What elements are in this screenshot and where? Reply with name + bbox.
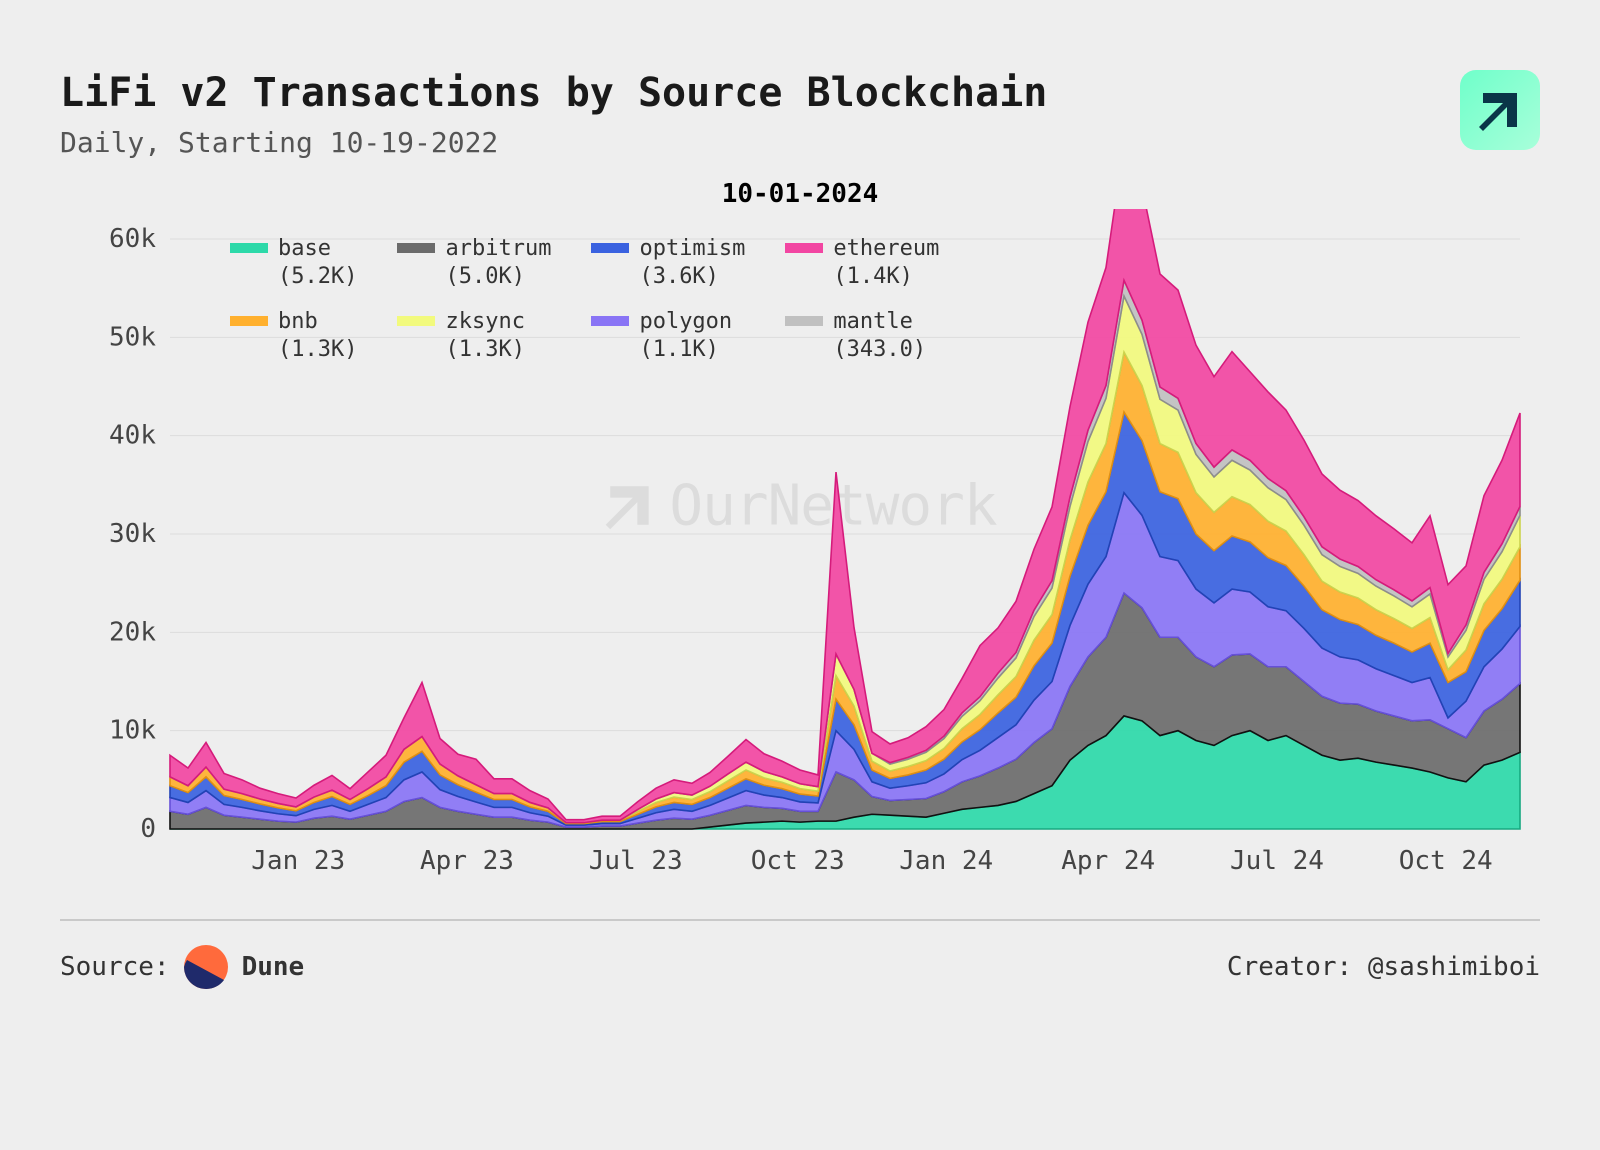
svg-text:Jul 23: Jul 23 xyxy=(589,846,683,876)
legend-text: optimism(3.6K) xyxy=(639,235,745,290)
legend-item[interactable]: arbitrum(5.0K) xyxy=(397,235,551,290)
legend: base(5.2K) arbitrum(5.0K) optimism(3.6K) et… xyxy=(230,235,939,363)
tooltip-date: 10-01-2024 xyxy=(60,179,1540,209)
legend-text: ethereum(1.4K) xyxy=(833,235,939,290)
legend-item[interactable]: mantle(343.0) xyxy=(785,308,939,363)
legend-text: bnb(1.3K) xyxy=(278,308,357,363)
svg-text:Apr 23: Apr 23 xyxy=(420,846,514,876)
chart-area: 10-01-2024 OurNetwork base(5.2K)arbitrum… xyxy=(60,179,1540,889)
chart-title: LiFi v2 Transactions by Source Blockchai… xyxy=(60,70,1460,116)
svg-text:Jul 24: Jul 24 xyxy=(1230,846,1324,876)
title-block: LiFi v2 Transactions by Source Blockchai… xyxy=(60,70,1460,159)
legend-swatch xyxy=(230,243,268,253)
chart-subtitle: Daily, Starting 10-19-2022 xyxy=(60,126,1460,159)
footer: Source: Dune Creator: @sashimiboi xyxy=(60,919,1540,989)
creator-handle: @sashimiboi xyxy=(1368,952,1540,982)
chart-card: LiFi v2 Transactions by Source Blockchai… xyxy=(0,0,1600,1150)
svg-text:60k: 60k xyxy=(109,224,156,254)
creator-block: Creator: @sashimiboi xyxy=(1227,952,1540,982)
legend-swatch xyxy=(397,243,435,253)
legend-text: base(5.2K) xyxy=(278,235,357,290)
legend-item[interactable]: optimism(3.6K) xyxy=(591,235,745,290)
svg-text:Apr 24: Apr 24 xyxy=(1061,846,1155,876)
legend-swatch xyxy=(785,316,823,326)
svg-text:0: 0 xyxy=(140,814,156,844)
legend-text: zksync(1.3K) xyxy=(445,308,524,363)
legend-swatch xyxy=(591,316,629,326)
legend-item[interactable]: zksync(1.3K) xyxy=(397,308,551,363)
legend-text: arbitrum(5.0K) xyxy=(445,235,551,290)
svg-text:Jan 24: Jan 24 xyxy=(899,846,993,876)
legend-swatch xyxy=(230,316,268,326)
legend-text: polygon(1.1K) xyxy=(639,308,732,363)
legend-item[interactable]: polygon(1.1K) xyxy=(591,308,745,363)
svg-text:30k: 30k xyxy=(109,519,156,549)
svg-text:Oct 24: Oct 24 xyxy=(1399,846,1493,876)
legend-item[interactable]: bnb(1.3K) xyxy=(230,308,357,363)
dune-logo-icon xyxy=(184,945,228,989)
creator-label: Creator: xyxy=(1227,952,1352,982)
legend-swatch xyxy=(591,243,629,253)
legend-item[interactable]: base(5.2K) xyxy=(230,235,357,290)
svg-text:50k: 50k xyxy=(109,322,156,352)
svg-text:10k: 10k xyxy=(109,716,156,746)
svg-text:Oct 23: Oct 23 xyxy=(751,846,845,876)
ournetwork-logo-icon xyxy=(1460,70,1540,150)
svg-text:Jan 23: Jan 23 xyxy=(251,846,345,876)
legend-swatch xyxy=(397,316,435,326)
source-label: Source: xyxy=(60,952,170,982)
svg-text:40k: 40k xyxy=(109,421,156,451)
legend-swatch xyxy=(785,243,823,253)
header: LiFi v2 Transactions by Source Blockchai… xyxy=(60,70,1540,159)
source-block: Source: Dune xyxy=(60,945,304,989)
svg-text:20k: 20k xyxy=(109,617,156,647)
legend-item[interactable]: ethereum(1.4K) xyxy=(785,235,939,290)
legend-text: mantle(343.0) xyxy=(833,308,926,363)
dune-label: Dune xyxy=(242,952,305,982)
